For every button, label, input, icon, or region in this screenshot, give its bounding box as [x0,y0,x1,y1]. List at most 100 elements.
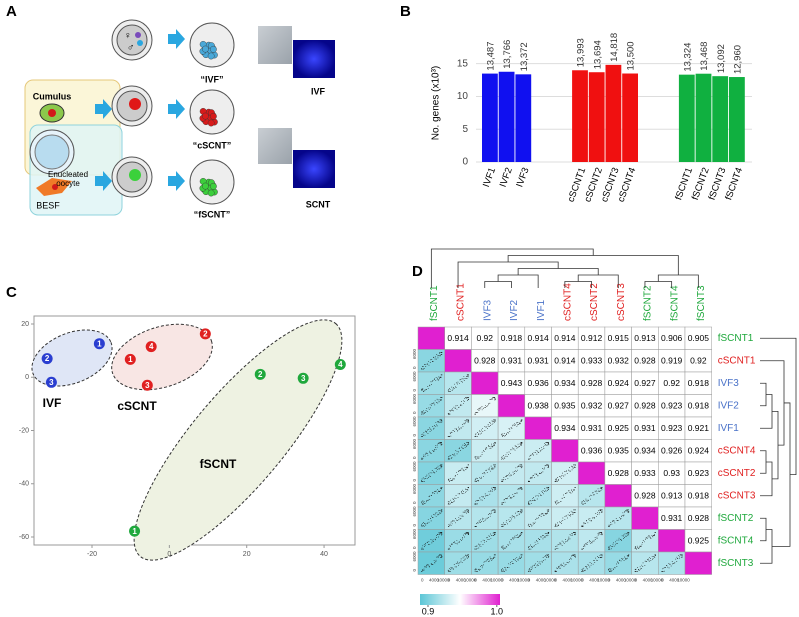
scatter-dots [554,554,576,572]
scatter-axis-label: 0 [501,578,504,583]
scatter-dots [447,442,469,460]
cell-value: 0.933 [634,468,656,478]
scatter-dots [581,509,603,527]
point [254,368,266,380]
cell-value: 0.914 [447,333,469,343]
oocyte-inner [34,134,70,170]
scatter-axis-label: 0 [555,578,558,583]
column-label: IVF1 [536,299,547,321]
point [145,341,157,353]
scatter-dots [528,442,550,460]
scatter-cell [417,349,445,373]
value-label: 13,694 [592,40,603,69]
x-tick-label: -20 [87,551,97,558]
nucleus [129,169,141,181]
value-label: 13,766 [502,40,513,69]
diagonal-cell [417,326,445,350]
cell-value: 0.926 [661,446,683,456]
value-label: 13,372 [519,42,530,71]
series-label: IVF [43,396,62,410]
cell-value: 0.932 [608,356,630,366]
value-label: 14,818 [609,33,620,62]
value-label: 12,960 [733,45,744,74]
value-label: 13,487 [486,42,497,71]
cell-value: 0.924 [608,378,630,388]
scatter-cell [604,529,632,553]
scatter-axis-label: 0 [412,569,417,572]
scatter-axis-label: 10000 [490,578,503,583]
diagonal-cell [684,551,712,575]
cell-value: 0.93 [663,468,680,478]
scatter-dots [447,532,469,550]
scatter-axis-label: 4000 [456,578,467,583]
cell-value: 0.933 [581,356,603,366]
column-label: fSCNT1 [429,285,440,321]
row-label: cSCNT2 [718,468,756,479]
bar [498,71,515,162]
point [41,353,53,365]
y-tick-label: 0 [462,157,468,168]
diagonal-cell [577,461,606,485]
column-label: fSCNT4 [669,285,680,321]
matrix-panel: 0.914 0.92 0.918 0.914 0.914 0.912 0.915 0.913 0… [412,248,797,616]
label: SCNT [306,199,331,209]
nucleus [48,109,56,117]
scatter-axis-label: 4000 [563,578,574,583]
label: Cumulus [33,91,72,101]
bar [605,64,622,162]
cell-value: 0.923 [688,468,710,478]
series-label: cSCNT [117,399,157,413]
cell [207,119,215,127]
dendrogram [772,410,779,480]
cell-value: 0.92 [476,333,493,343]
scatter-cell [524,439,552,463]
cell-value: 0.925 [688,536,710,546]
bar [712,76,729,162]
cell-value: 0.928 [608,468,630,478]
pronucleus [137,40,143,46]
scatter-dots [581,487,603,505]
scatter-dots [608,509,630,527]
column-label: cSCNT1 [456,283,467,321]
value-label: 13,993 [576,38,587,67]
scatter-dots [581,554,603,572]
scatter-dots [421,374,443,392]
scatter-axis-label: 0 [412,434,417,437]
scatter-dots [634,554,656,572]
scatter-dots [447,487,469,505]
y-tick-label: 5 [462,124,468,135]
scatter-cell [577,529,606,553]
cell-value: 0.938 [528,401,550,411]
nucleus [52,184,58,190]
cell-value: 0.92 [690,356,707,366]
dendrogram [430,248,594,288]
scatter-dots [501,532,523,550]
cell-value: 0.913 [634,333,656,343]
point [199,328,211,340]
colorbar-label: 0.9 [422,606,435,616]
scatter-cell [417,371,445,395]
scatter-cell [658,551,686,575]
scatter-dots [501,442,523,460]
column-label: cSCNT4 [562,283,573,321]
diagonal-cell [631,506,659,530]
scatter-cell [444,439,472,463]
panel-label: C [6,284,17,301]
row-label: cSCNT4 [718,445,756,456]
y-tick-label: 0 [25,374,29,381]
scatter-axis-label: 0 [528,578,531,583]
point-label: 2 [45,354,50,363]
row-label: fSCNT4 [718,535,754,546]
point-label: 3 [145,381,150,390]
cell-value: 0.935 [608,446,630,456]
scatter-cell [417,461,445,485]
row-label: IVF1 [718,423,740,434]
scatter-dots [421,532,443,550]
row-label: fSCNT1 [718,333,754,344]
label: Enucleated [48,170,88,179]
diagonal-cell [551,439,579,463]
scatter-dots [421,464,443,482]
diagonal-cell [471,371,499,395]
scatter-axis-label: 6000 [412,348,417,359]
point-label: 1 [132,527,137,536]
